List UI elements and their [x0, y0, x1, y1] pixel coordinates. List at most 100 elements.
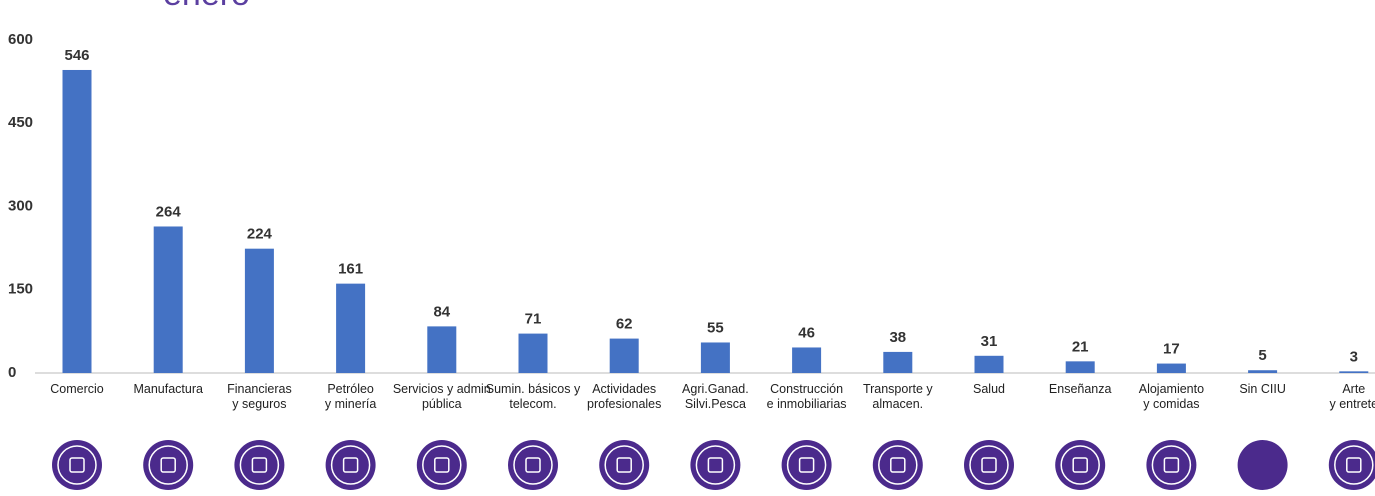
bar — [609, 338, 639, 373]
sector-icon-glyph — [798, 457, 815, 473]
bar — [62, 69, 92, 373]
sector-icon-glyph — [342, 457, 359, 473]
y-tick-label: 600 — [8, 31, 33, 48]
sector-icon — [234, 440, 285, 490]
sector-icon — [1328, 440, 1375, 490]
sector-icon-ring — [1151, 445, 1192, 485]
x-tick-label-line: e inmobiliarias — [767, 397, 847, 411]
x-tick-label: Sin CIIU — [1239, 382, 1286, 396]
x-tick-label-line: y comidas — [1143, 397, 1199, 411]
value-label: 31 — [981, 333, 998, 350]
value-label: 224 — [247, 226, 273, 243]
x-tick-label-line: Petróleo — [327, 382, 374, 396]
sector-icon — [781, 440, 832, 490]
x-tick-label-line: y seguros — [232, 397, 286, 411]
sector-icon — [325, 440, 376, 490]
bar — [518, 333, 548, 373]
y-tick-label: 150 — [8, 281, 33, 298]
sector-icon-glyph — [1163, 457, 1180, 473]
x-tick-label-line: Comercio — [50, 382, 104, 396]
bar — [883, 351, 913, 373]
sector-icon-glyph — [251, 457, 268, 473]
sector-icon-ring — [878, 445, 918, 485]
bar — [1339, 371, 1369, 373]
sector-icon-glyph — [1346, 457, 1362, 473]
x-tick-label-line: Arte — [1342, 382, 1365, 396]
y-tick-label: 450 — [8, 114, 33, 131]
x-tick-label: Sumin. básicos y telecom. — [486, 382, 581, 411]
sector-icon — [1146, 440, 1197, 490]
value-label: 55 — [707, 319, 724, 336]
x-tick-label-line: Actividades — [592, 382, 656, 396]
bar — [1065, 361, 1095, 373]
bar — [244, 248, 274, 373]
sector-icon — [143, 440, 194, 490]
x-tick-label-line: Construcción — [770, 382, 843, 396]
x-tick-label: Comercio — [50, 382, 104, 396]
x-tick-label: Financieras y seguros — [227, 382, 292, 411]
sector-icon — [508, 440, 558, 490]
sector-icon — [599, 440, 650, 490]
x-tick-label: Arte y entrete — [1329, 382, 1375, 411]
bar — [1248, 370, 1278, 373]
sector-icon-glyph — [434, 457, 450, 473]
value-label: 3 — [1350, 348, 1358, 365]
sector-icon — [872, 440, 923, 490]
value-label: 546 — [64, 47, 89, 64]
sector-icon-ring — [604, 445, 644, 485]
x-tick-label-line: y minería — [325, 397, 376, 411]
value-label: 38 — [889, 329, 906, 346]
x-tick-label-line: Alojamiento — [1139, 382, 1204, 396]
sector-icon-ring — [1060, 445, 1100, 485]
x-tick-label: Servicios y admin pública — [393, 382, 491, 411]
x-tick-label: Manufactura — [133, 382, 203, 396]
sector-icon — [690, 440, 741, 490]
x-tick-label: Salud — [973, 382, 1005, 396]
sector-icon-glyph — [525, 457, 541, 473]
bar — [974, 355, 1004, 373]
x-tick-label-line: pública — [422, 397, 462, 411]
x-tick-label-line: Agri.Ganad. — [682, 382, 749, 396]
chart-title: enero — [163, 0, 250, 13]
value-label: 161 — [338, 261, 363, 278]
x-tick-label-line: y entrete — [1329, 397, 1375, 411]
x-tick-label-line: Servicios y admin — [393, 382, 491, 396]
y-tick-label: 300 — [8, 197, 33, 214]
value-label: 21 — [1072, 338, 1089, 355]
x-tick-label: Petróleo y minería — [325, 382, 376, 411]
x-tick-label-line: Silvi.Pesca — [685, 397, 746, 411]
sector-icon-ring — [422, 445, 462, 485]
value-label: 62 — [616, 316, 633, 333]
x-tick-label-line: almacen. — [872, 397, 923, 411]
sector-icon-glyph — [69, 457, 85, 473]
sector-icon-glyph — [707, 457, 724, 473]
x-tick-label-line: Enseñanza — [1049, 382, 1112, 396]
sector-icon-ring — [1334, 445, 1374, 485]
sector-icon-glyph — [981, 457, 997, 473]
x-tick-label: Enseñanza — [1049, 382, 1112, 396]
bar — [336, 283, 366, 373]
x-tick-label-line: Manufactura — [133, 382, 203, 396]
x-tick-label-line: Salud — [973, 382, 1005, 396]
x-tick-label: Transporte y almacen. — [863, 382, 933, 411]
sector-icon — [52, 440, 102, 490]
x-tick-label: Alojamiento y comidas — [1139, 382, 1204, 411]
sector-icon-ring — [786, 445, 827, 485]
x-tick-label-line: Financieras — [227, 382, 292, 396]
sector-icon-ring — [239, 445, 280, 485]
sector-icon-glyph — [1072, 457, 1088, 473]
sector-icon-ring — [57, 445, 97, 485]
value-label: 84 — [433, 303, 450, 320]
x-tick-label: Construcción e inmobiliarias — [767, 382, 847, 411]
x-tick-label-line: Sin CIIU — [1239, 382, 1286, 396]
y-tick-label: 0 — [8, 364, 16, 381]
sector-icon-glyph — [160, 457, 176, 473]
value-label: 71 — [525, 311, 542, 328]
bar — [700, 342, 730, 373]
sector-icon-glyph — [890, 457, 906, 473]
x-tick-label: Actividades profesionales — [587, 382, 661, 411]
bar — [1156, 363, 1186, 373]
sector-icon — [1055, 440, 1106, 490]
sector-icon-ring — [148, 445, 188, 485]
